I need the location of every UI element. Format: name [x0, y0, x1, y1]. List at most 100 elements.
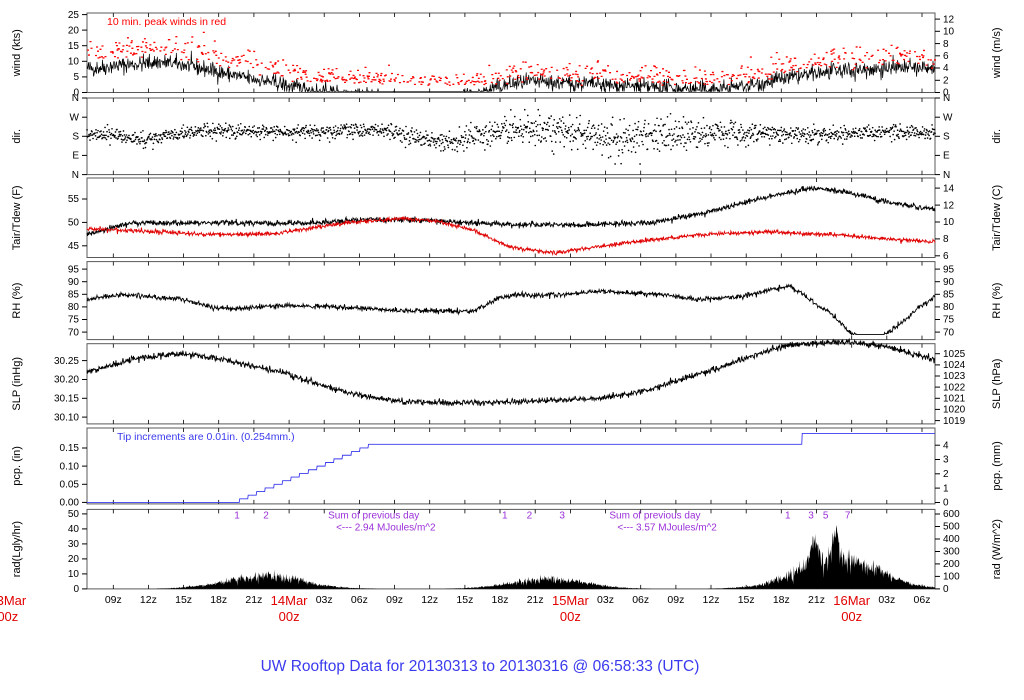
svg-text:10: 10: [68, 57, 80, 68]
svg-text:30.10: 30.10: [54, 412, 79, 423]
svg-text:15z: 15z: [738, 594, 755, 606]
svg-text:S: S: [943, 132, 950, 143]
svg-text:7: 7: [845, 510, 851, 521]
svg-text:1: 1: [943, 483, 949, 494]
svg-text:Tair/Tdew (F): Tair/Tdew (F): [11, 185, 23, 250]
svg-text:25: 25: [68, 10, 80, 21]
svg-text:dir.: dir.: [11, 129, 23, 144]
svg-text:80: 80: [943, 302, 955, 313]
svg-text:10: 10: [943, 27, 955, 38]
svg-text:2: 2: [527, 510, 533, 521]
svg-text:10: 10: [943, 217, 955, 228]
svg-text:1023: 1023: [943, 371, 966, 382]
svg-text:N: N: [943, 170, 950, 181]
svg-text:50: 50: [68, 509, 80, 520]
svg-text:40: 40: [68, 524, 80, 535]
svg-text:95: 95: [943, 264, 955, 275]
svg-text:70: 70: [68, 327, 80, 338]
svg-text:3: 3: [943, 455, 949, 466]
svg-text:RH (%): RH (%): [991, 283, 1003, 319]
svg-text:5: 5: [823, 510, 829, 521]
svg-text:10 min. peak winds in red: 10 min. peak winds in red: [107, 16, 226, 28]
svg-text:300: 300: [943, 547, 960, 558]
svg-text:20: 20: [68, 25, 80, 36]
svg-text:13Mar: 13Mar: [0, 593, 27, 608]
svg-text:12: 12: [943, 14, 955, 25]
svg-text:100: 100: [943, 572, 960, 583]
svg-text:2: 2: [943, 469, 949, 480]
svg-text:8: 8: [943, 39, 949, 50]
svg-text:00z: 00z: [279, 609, 300, 624]
svg-text:12z: 12z: [140, 594, 157, 606]
svg-text:03z: 03z: [878, 594, 895, 606]
svg-text:03z: 03z: [597, 594, 614, 606]
svg-text:<--- 2.94 MJoules/m^2: <--- 2.94 MJoules/m^2: [336, 522, 436, 533]
svg-text:2: 2: [263, 510, 269, 521]
svg-text:12z: 12z: [703, 594, 720, 606]
svg-text:10: 10: [68, 569, 80, 580]
svg-text:06z: 06z: [351, 594, 368, 606]
svg-text:09z: 09z: [105, 594, 122, 606]
svg-text:16Mar: 16Mar: [833, 593, 871, 608]
svg-text:0: 0: [943, 498, 949, 509]
svg-text:wind (m/s): wind (m/s): [991, 27, 1003, 79]
svg-text:03z: 03z: [316, 594, 333, 606]
svg-text:15z: 15z: [175, 594, 192, 606]
svg-text:18z: 18z: [492, 594, 509, 606]
svg-text:09z: 09z: [667, 594, 684, 606]
svg-text:09z: 09z: [386, 594, 403, 606]
svg-text:18z: 18z: [210, 594, 227, 606]
svg-text:1: 1: [234, 510, 240, 521]
svg-text:12z: 12z: [421, 594, 438, 606]
svg-text:6: 6: [943, 251, 949, 262]
svg-text:45: 45: [68, 241, 80, 252]
svg-text:400: 400: [943, 534, 960, 545]
svg-text:S: S: [72, 132, 79, 143]
svg-text:00z: 00z: [0, 609, 18, 624]
svg-text:600: 600: [943, 509, 960, 520]
svg-text:4: 4: [943, 63, 949, 74]
svg-text:RH (%): RH (%): [11, 283, 23, 319]
svg-text:21z: 21z: [245, 594, 262, 606]
svg-text:SLP (hPa): SLP (hPa): [991, 359, 1003, 410]
svg-text:20: 20: [68, 554, 80, 565]
svg-text:50: 50: [68, 218, 80, 229]
svg-text:N: N: [72, 93, 79, 104]
svg-text:3: 3: [808, 510, 814, 521]
svg-text:12: 12: [943, 200, 955, 211]
svg-text:06z: 06z: [632, 594, 649, 606]
svg-text:0.05: 0.05: [60, 480, 80, 491]
svg-text:85: 85: [68, 290, 80, 301]
svg-text:1025: 1025: [943, 349, 966, 360]
svg-text:75: 75: [943, 315, 955, 326]
svg-text:E: E: [943, 151, 950, 162]
svg-text:pcp. (mm): pcp. (mm): [991, 441, 1003, 491]
svg-text:wind (kts): wind (kts): [11, 29, 23, 77]
svg-text:00z: 00z: [841, 609, 862, 624]
svg-text:W: W: [70, 112, 80, 123]
svg-text:14Mar: 14Mar: [271, 593, 309, 608]
svg-text:500: 500: [943, 522, 960, 533]
svg-text:1024: 1024: [943, 360, 966, 371]
svg-text:15z: 15z: [456, 594, 473, 606]
svg-text:Sum of previous day: Sum of previous day: [328, 510, 419, 521]
svg-text:30.15: 30.15: [54, 394, 79, 405]
svg-text:0.10: 0.10: [60, 461, 80, 472]
svg-text:pcp. (in): pcp. (in): [11, 446, 23, 486]
svg-text:Tip increments are 0.01in. (0.: Tip increments are 0.01in. (0.254mm.): [117, 431, 295, 443]
svg-text:80: 80: [68, 302, 80, 313]
svg-text:0: 0: [73, 584, 79, 595]
svg-text:70: 70: [943, 327, 955, 338]
svg-text:SLP (inHg): SLP (inHg): [11, 357, 23, 411]
svg-text:200: 200: [943, 559, 960, 570]
svg-text:95: 95: [68, 264, 80, 275]
svg-text:0: 0: [943, 584, 949, 595]
svg-text:30.25: 30.25: [54, 356, 79, 367]
svg-text:1019: 1019: [943, 416, 966, 427]
svg-text:30: 30: [68, 539, 80, 550]
svg-text:UW Rooftop Data for 20130313: UW Rooftop Data for 20130313 to 20130316…: [261, 658, 700, 675]
svg-text:18z: 18z: [773, 594, 790, 606]
svg-text:00z: 00z: [560, 609, 581, 624]
svg-text:1021: 1021: [943, 394, 966, 405]
svg-text:W: W: [943, 112, 953, 123]
